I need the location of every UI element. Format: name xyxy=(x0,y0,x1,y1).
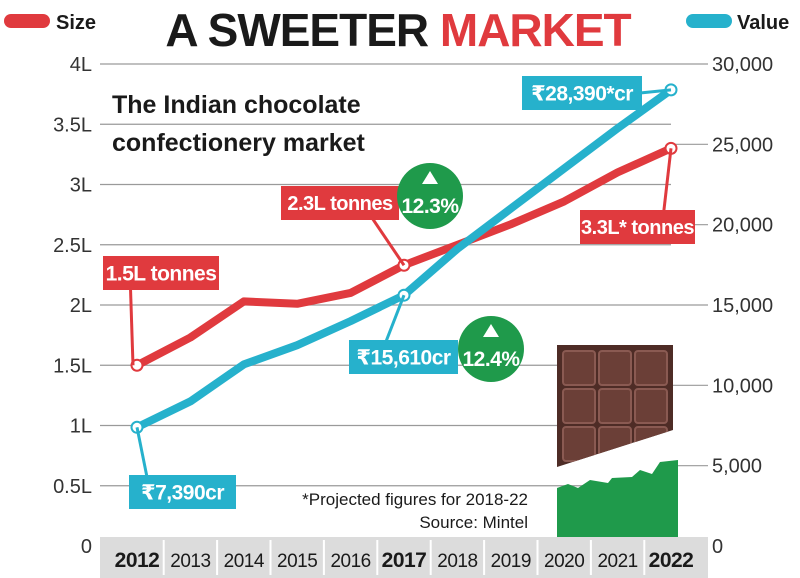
chocolate-piece xyxy=(562,426,596,462)
subtitle: The Indian chocolate confectionery marke… xyxy=(112,91,366,157)
value-2022-label-text: ₹28,390*cr xyxy=(531,83,633,106)
chocolate-bar xyxy=(557,345,673,467)
y-left-tick-label: 2.5L xyxy=(53,235,92,257)
x-axis-band xyxy=(100,537,708,578)
legend-size-label: Size xyxy=(56,12,96,34)
legend-size: Size xyxy=(4,12,96,34)
chocolate-piece xyxy=(562,350,596,386)
chocolate-piece xyxy=(634,426,668,462)
legend-value: Value xyxy=(686,12,789,34)
legend-value-label: Value xyxy=(737,12,789,34)
y-right-tick-label: 20,000 xyxy=(712,215,773,237)
up-arrow-icon xyxy=(483,324,499,337)
up-arrow-icon xyxy=(422,171,438,184)
growth-badge-value-text: 12.4% xyxy=(462,348,520,371)
x-tick-label: 2016 xyxy=(330,551,370,572)
growth-badge-size-text: 12.3% xyxy=(401,195,459,218)
right-axis-ticks: 0 5,000 10,000 15,000 20,000 25,000 30,000 xyxy=(712,54,773,558)
y-left-tick-label: 0.5L xyxy=(53,476,92,498)
footnotes: *Projected figures for 2018-22 Source: M… xyxy=(302,490,528,532)
growth-badge-size-circle xyxy=(397,163,463,229)
growth-badge-value: 12.4% xyxy=(458,316,524,382)
y-left-tick-label: 1.5L xyxy=(53,355,92,377)
chart-title-part2: MARKET xyxy=(440,4,632,56)
size-2017-label: 2.3L tonnes xyxy=(281,186,406,267)
x-tick-label: 2018 xyxy=(437,551,477,572)
x-tick-label: 2013 xyxy=(170,551,210,572)
y-right-tick-label: 25,000 xyxy=(712,134,773,156)
value-2017-label-box xyxy=(349,340,458,374)
chart-title: A SWEETER MARKET xyxy=(165,4,631,56)
x-tick-label: 2021 xyxy=(597,551,637,572)
subtitle-line-1: The Indian chocolate xyxy=(112,91,361,119)
annotations: 1.5L tonnes 2.3L tonnes 3.3L* tonnes ₹7,390… xyxy=(103,76,695,509)
y-right-tick-label: 5,000 xyxy=(712,456,762,478)
size-2017-label-box xyxy=(281,186,399,220)
y-left-tick-label: 0 xyxy=(81,536,92,558)
chocolate-illustration xyxy=(557,345,678,540)
y-right-tick-label: 0 xyxy=(712,536,723,558)
x-tick-label: 2014 xyxy=(224,551,265,572)
size-2017-label-text: 2.3L tonnes xyxy=(287,193,393,215)
legend-size-swatch xyxy=(4,14,50,28)
y-left-tick-label: 3L xyxy=(70,175,92,197)
chocolate-piece xyxy=(598,426,632,462)
size-2022-label-box xyxy=(580,210,695,244)
y-left-tick-label: 3.5L xyxy=(53,114,92,136)
chocolate-piece xyxy=(598,388,632,424)
value-2012-label: ₹7,390cr xyxy=(129,426,236,509)
value-2017-label: ₹15,610cr xyxy=(349,294,458,374)
y-left-tick-label: 2L xyxy=(70,295,92,317)
x-tick-label: 2017 xyxy=(382,549,427,572)
subtitle-line-2: confectionery market xyxy=(112,129,366,157)
value-2012-label-text: ₹7,390cr xyxy=(141,482,224,505)
x-tick-label: 2015 xyxy=(277,551,317,572)
y-right-tick-label: 10,000 xyxy=(712,375,773,397)
y-right-tick-label: 15,000 xyxy=(712,295,773,317)
source: Source: Mintel xyxy=(419,513,528,532)
value-2022-label-leader xyxy=(639,88,672,95)
y-left-tick-label: 4L xyxy=(70,54,92,76)
y-left-tick-label: 1L xyxy=(70,416,92,438)
chocolate-piece xyxy=(634,388,668,424)
x-tick-label: 2019 xyxy=(491,551,531,572)
left-axis-ticks: 0 0.5L 1L 1.5L 2L 2.5L 3L 3.5L 4L xyxy=(53,54,92,558)
value-2022-label-box xyxy=(522,76,642,110)
chart-title-part1: A SWEETER xyxy=(165,4,440,56)
growth-badge-size: 12.3% xyxy=(397,163,463,229)
size-2012-label: 1.5L tonnes xyxy=(103,256,219,366)
legend-value-swatch xyxy=(686,14,732,28)
chocolate-piece xyxy=(634,350,668,386)
x-tick-label: 2022 xyxy=(649,549,694,572)
size-2022-label: 3.3L* tonnes xyxy=(580,148,695,244)
value-2017-label-text: ₹15,610cr xyxy=(356,347,451,370)
x-tick-label: 2020 xyxy=(544,551,584,572)
x-axis: 2012 2013 2014 2015 2016 2017 2018 2019 2020 2021… xyxy=(100,537,708,578)
size-2012-label-box xyxy=(103,256,219,290)
value-2022-label: ₹28,390*cr xyxy=(522,76,672,110)
green-fill-area xyxy=(557,460,678,540)
y-right-tick-label: 30,000 xyxy=(712,54,773,76)
size-2012-label-text: 1.5L tonnes xyxy=(106,263,217,286)
value-2012-label-box xyxy=(129,475,236,509)
chocolate-piece xyxy=(598,350,632,386)
growth-badge-value-circle xyxy=(458,316,524,382)
footnote: *Projected figures for 2018-22 xyxy=(302,490,528,509)
chocolate-piece xyxy=(562,388,596,424)
size-2022-label-text: 3.3L* tonnes xyxy=(581,217,694,239)
x-tick-label: 2012 xyxy=(115,549,160,572)
